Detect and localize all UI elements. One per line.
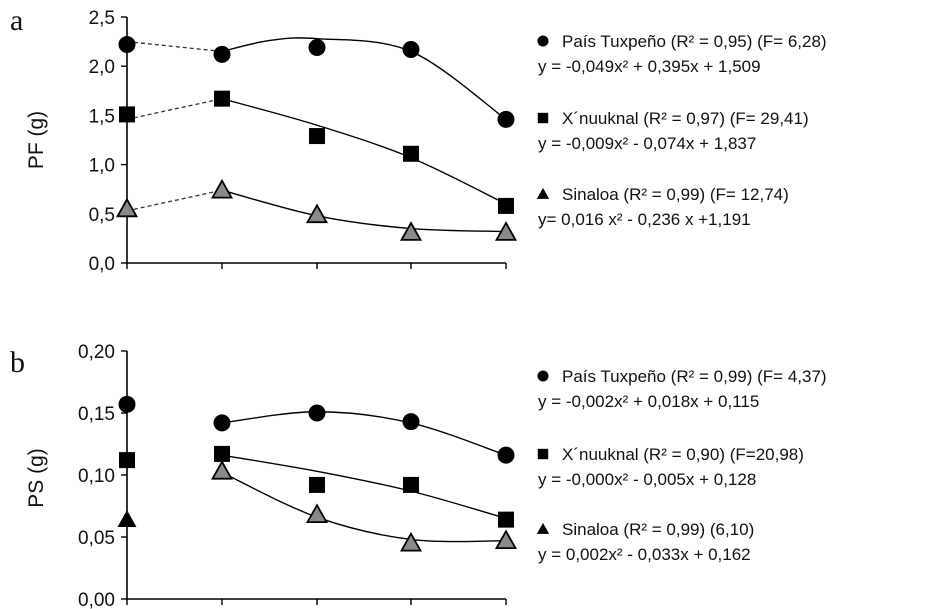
triangle-marker <box>115 197 139 218</box>
panel-letter-b: b <box>10 346 25 379</box>
square-marker <box>309 128 325 145</box>
triangle-marker <box>399 221 423 241</box>
circle-marker <box>213 414 231 432</box>
fit-curve <box>221 471 507 543</box>
circle-marker <box>118 395 136 413</box>
circle-marker <box>308 404 326 422</box>
y-tick-label: 0,00 <box>78 590 115 609</box>
square-marker <box>119 452 135 469</box>
legend-entry: Sinaloa (R² = 0,99) (6,10) y = 0,002x² - … <box>536 520 754 564</box>
y-tick-label: 0,20 <box>78 342 115 363</box>
circle-marker <box>497 446 515 464</box>
legend-triangle-icon <box>536 187 550 199</box>
triangle-marker <box>399 531 423 552</box>
triangle-marker <box>305 503 329 523</box>
legend-label: X´nuuknal (R² = 0,90) (F=20,98) <box>562 445 804 464</box>
square-marker <box>309 476 325 493</box>
fit-curve <box>221 97 507 205</box>
dashed-connector <box>126 98 223 120</box>
panel-a: a 0,0 0,5 1,0 1,5 2,0 2,5 PF (g) País Tuxpeño (R… <box>10 4 827 275</box>
dashed-connector <box>126 40 223 53</box>
circle-marker <box>308 39 326 57</box>
series-circle <box>118 36 515 128</box>
panel-b: b 0,00 0,05 0,10 0,15 0,20 PS (g) País Tuxpeño … <box>10 342 827 609</box>
triangle-marker <box>210 459 234 480</box>
legend-entry: País Tuxpeño (R² = 0,95) (F= 6,28) y = -0… <box>537 32 827 76</box>
fit-curve <box>221 37 507 120</box>
dashed-connector <box>126 189 223 212</box>
legend-entry: X´nuuknal (R² = 0,97) (F= 29,41) y = -0,0… <box>537 109 809 153</box>
triangle-marker <box>305 203 329 224</box>
square-marker <box>119 106 135 123</box>
legend-circle-icon <box>537 370 549 382</box>
square-marker <box>403 476 419 493</box>
triangle-marker <box>117 510 137 528</box>
legend-square-icon <box>537 448 549 460</box>
legend-circle-icon <box>537 35 549 47</box>
square-marker <box>403 145 419 162</box>
y-axis-label: PF (g) <box>25 111 48 169</box>
square-marker <box>498 197 514 214</box>
legend-equation: y = 0,002x² - 0,033x + 0,162 <box>538 545 751 564</box>
legend-equation: y = -0,002x² + 0,018x + 0,115 <box>538 392 759 411</box>
legend-equation: y = -0,049x² + 0,395x + 1,509 <box>538 57 761 76</box>
triangle-marker <box>494 221 518 241</box>
legend-label: Sinaloa (R² = 0,99) (F= 12,74) <box>562 185 789 204</box>
circle-marker <box>402 413 420 431</box>
triangle-marker <box>494 529 518 550</box>
legend-entry: País Tuxpeño (R² = 0,99) (F= 4,37) y = -0… <box>537 367 827 411</box>
legend-equation: y = -0,000x² - 0,005x + 0,128 <box>538 470 756 489</box>
y-tick-label: 0,5 <box>89 205 115 226</box>
circle-marker <box>118 36 136 54</box>
legend-label: X´nuuknal (R² = 0,97) (F= 29,41) <box>562 109 809 128</box>
circle-marker <box>402 40 420 58</box>
series-triangle <box>117 459 518 552</box>
y-tick-label: 2,0 <box>89 57 115 78</box>
legend-label: Sinaloa (R² = 0,99) (6,10) <box>562 520 754 539</box>
y-tick-label: 1,0 <box>89 156 115 177</box>
legend-label: País Tuxpeño (R² = 0,99) (F= 4,37) <box>562 367 827 386</box>
square-marker <box>214 90 230 107</box>
series-triangle <box>115 178 518 241</box>
panel-letter-a: a <box>10 4 23 37</box>
legend-equation: y= 0,016 x² - 0,236 x +1,191 <box>538 210 751 229</box>
y-tick-label: 0,0 <box>89 254 115 275</box>
series-square <box>119 445 514 528</box>
circle-marker <box>213 45 231 63</box>
series-square <box>119 90 514 214</box>
square-marker <box>498 511 514 528</box>
y-tick-label: 0,05 <box>78 528 115 549</box>
legend-square-icon <box>537 112 549 124</box>
fit-curve <box>221 411 507 456</box>
y-axis-label: PS (g) <box>25 448 48 508</box>
y-tick-label: 0,15 <box>78 404 115 425</box>
fit-curve <box>221 454 507 520</box>
legend-entry: X´nuuknal (R² = 0,90) (F=20,98) y = -0,00… <box>537 445 804 489</box>
legend-triangle-icon <box>536 522 550 534</box>
legend-entry: Sinaloa (R² = 0,99) (F= 12,74) y= 0,016 x… <box>536 185 789 229</box>
triangle-marker <box>210 178 234 199</box>
y-tick-label: 0,10 <box>78 466 115 487</box>
legend-label: País Tuxpeño (R² = 0,95) (F= 6,28) <box>562 32 827 51</box>
circle-marker <box>497 110 515 128</box>
series-circle <box>118 395 515 464</box>
y-tick-label: 1,5 <box>89 106 115 127</box>
fit-curve <box>221 189 507 233</box>
legend-equation: y = -0,009x² - 0,074x + 1,837 <box>538 134 756 153</box>
square-marker <box>214 445 230 462</box>
y-tick-label: 2,5 <box>89 8 115 29</box>
